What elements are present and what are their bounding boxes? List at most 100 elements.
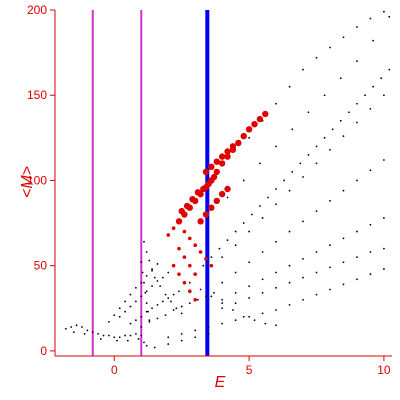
red-point-23 [200, 185, 207, 193]
black-point-39 [167, 271, 170, 274]
red-point-14 [240, 132, 247, 140]
red-point-0 [166, 233, 171, 237]
black-point-131 [383, 94, 385, 97]
black-point-187 [275, 324, 277, 327]
black-point-83 [261, 292, 264, 294]
red-point-33 [182, 255, 187, 259]
black-point-128 [342, 135, 345, 138]
black-point-2 [75, 324, 78, 327]
black-point-84 [275, 286, 277, 289]
black-point-102 [342, 237, 345, 240]
black-point-12 [129, 334, 132, 337]
black-point-167 [299, 162, 302, 165]
black-point-126 [315, 162, 318, 165]
black-point-54 [172, 309, 175, 311]
red-point-50 [213, 197, 220, 205]
black-point-104 [369, 223, 372, 226]
black-point-79 [145, 344, 148, 347]
black-point-71 [141, 271, 144, 274]
black-point-139 [339, 77, 342, 80]
x-tick-label-10: 10 [377, 363, 391, 377]
black-point-173 [347, 111, 350, 114]
y-tick-label-0: 0 [40, 344, 47, 358]
black-point-118 [383, 159, 385, 161]
black-point-64 [153, 276, 156, 279]
black-point-106 [221, 281, 224, 284]
black-point-63 [151, 268, 153, 270]
red-point-10 [218, 160, 226, 167]
red-point-25 [210, 173, 218, 181]
red-point-24 [205, 180, 212, 188]
black-point-43 [145, 310, 148, 313]
black-point-5 [91, 331, 94, 334]
red-point-17 [256, 115, 264, 123]
black-point-181 [210, 295, 213, 298]
black-point-40 [129, 322, 132, 325]
black-point-130 [369, 107, 372, 110]
black-point-190 [194, 329, 197, 332]
black-point-204 [383, 268, 385, 270]
black-point-137 [307, 111, 310, 114]
red-point-34 [188, 263, 192, 268]
black-point-170 [323, 136, 326, 139]
black-point-151 [356, 26, 358, 28]
black-point-53 [164, 314, 167, 316]
black-point-136 [291, 128, 294, 131]
black-point-85 [288, 281, 291, 284]
black-point-171 [331, 128, 334, 131]
black-point-65 [159, 285, 162, 288]
black-point-17 [116, 339, 118, 342]
red-point-43 [213, 158, 220, 165]
black-point-160 [242, 222, 245, 224]
black-point-141 [372, 39, 375, 42]
black-point-192 [221, 322, 224, 325]
black-point-101 [329, 244, 331, 247]
black-point-120 [234, 244, 237, 247]
red-point-40 [193, 297, 197, 302]
black-point-202 [356, 278, 358, 281]
red-point-51 [218, 190, 226, 198]
black-point-32 [129, 305, 132, 308]
vertical-lines [91, 10, 210, 356]
black-point-46 [161, 300, 164, 303]
red-point-29 [198, 250, 203, 254]
black-point-74 [145, 302, 148, 305]
black-point-49 [178, 290, 180, 293]
black-point-208 [194, 336, 197, 339]
red-point-21 [189, 195, 196, 203]
black-point-30 [118, 315, 121, 318]
black-point-26 [140, 281, 143, 284]
red-point-31 [209, 263, 214, 268]
black-point-179 [188, 281, 191, 284]
black-point-45 [156, 303, 159, 306]
black-point-55 [180, 305, 183, 308]
black-point-91 [369, 251, 372, 253]
black-point-166 [291, 171, 294, 173]
black-point-1 [70, 326, 73, 328]
black-point-205 [153, 346, 156, 349]
black-point-89 [342, 261, 345, 264]
black-point-133 [242, 179, 245, 182]
red-point-18 [262, 110, 269, 118]
red-point-36 [171, 263, 176, 268]
black-point-56 [188, 302, 191, 305]
black-point-27 [145, 274, 148, 277]
black-point-174 [356, 102, 358, 105]
y-tick-label-200: 200 [27, 3, 47, 17]
red-point-42 [208, 163, 215, 171]
black-point-66 [164, 293, 167, 296]
black-point-129 [356, 121, 358, 124]
black-point-51 [148, 321, 151, 323]
red-point-38 [182, 280, 187, 285]
black-point-9 [113, 336, 116, 339]
black-point-14 [72, 331, 75, 334]
black-point-149 [329, 46, 331, 49]
black-point-82 [248, 297, 251, 299]
black-point-115 [342, 189, 345, 192]
black-point-177 [380, 77, 383, 80]
black-point-193 [234, 319, 237, 322]
red-point-35 [193, 272, 197, 276]
black-point-23 [124, 300, 126, 303]
black-point-158 [226, 239, 229, 241]
red-point-1 [171, 226, 176, 230]
